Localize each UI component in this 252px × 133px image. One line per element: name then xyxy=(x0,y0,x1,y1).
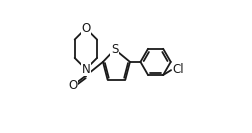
Text: N: N xyxy=(81,63,90,76)
Text: Cl: Cl xyxy=(172,63,184,76)
Text: O: O xyxy=(81,22,90,35)
Text: O: O xyxy=(68,79,77,92)
Text: S: S xyxy=(111,43,118,56)
